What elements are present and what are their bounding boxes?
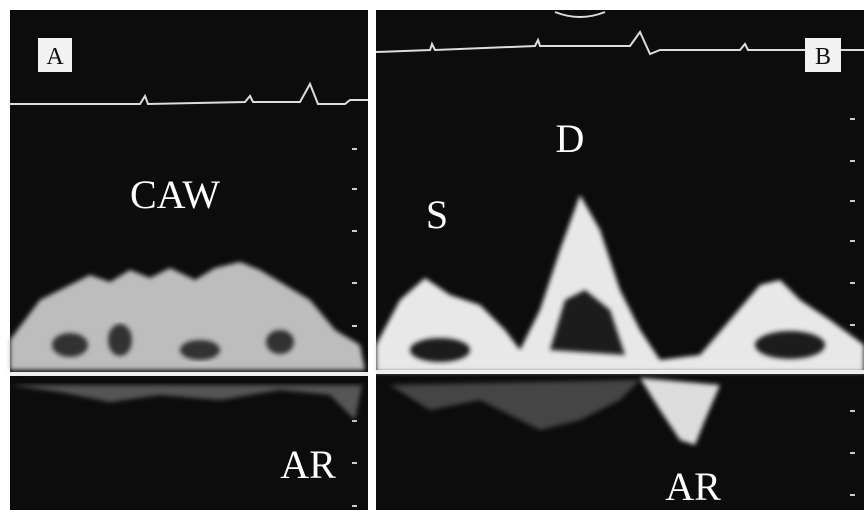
figure: A CAW AR B S D AR <box>0 0 864 514</box>
panel-a: A CAW AR <box>10 10 368 510</box>
panel-label: A <box>46 44 64 70</box>
annotation: D <box>556 116 585 161</box>
baseline <box>10 372 368 376</box>
panel-b: B S D AR <box>376 10 864 510</box>
annotation: AR <box>280 442 336 487</box>
annotation: S <box>426 192 448 237</box>
annotation: CAW <box>130 172 220 217</box>
panel-background <box>376 10 864 510</box>
panel-label-box: A <box>38 38 72 72</box>
annotation: AR <box>665 464 721 509</box>
panel-label-box: B <box>805 38 841 72</box>
panel-label: B <box>815 44 831 70</box>
panel-background <box>10 10 368 510</box>
baseline <box>376 370 864 374</box>
